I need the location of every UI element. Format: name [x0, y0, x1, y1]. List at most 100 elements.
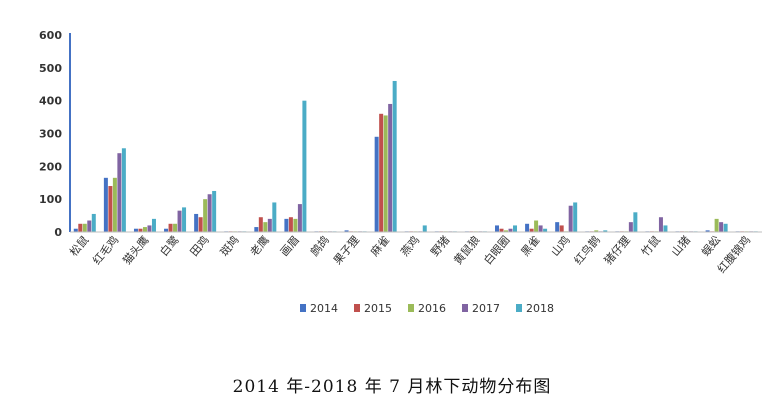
bar-2016-1: [82, 223, 87, 232]
x-tick-label: 燕鸡: [397, 233, 422, 259]
legend-label-2015: 2015: [364, 302, 392, 315]
bar-2014-1: [73, 228, 78, 232]
bar-2018-19: [633, 212, 638, 232]
x-tick-label: 野猪: [428, 234, 452, 259]
x-tick-label: 红鸟鹊: [571, 233, 603, 267]
bar-2018-3: [151, 218, 156, 232]
bar-2017-22: [719, 222, 724, 232]
bar-2014-2: [103, 177, 108, 232]
bar-2018-4: [182, 207, 187, 233]
bar-2016-5: [203, 199, 208, 232]
x-tick-label: 猪仔狸: [602, 234, 633, 268]
bar-2015-5: [198, 217, 203, 232]
bar-2014-10: [344, 230, 349, 232]
legend-swatch-2018: [516, 304, 522, 312]
bar-2016-16: [534, 220, 539, 232]
bar-2018-16: [543, 228, 548, 232]
bar-2014-17: [555, 222, 560, 232]
bar-2015-8: [288, 217, 293, 232]
bar-2018-20: [663, 225, 668, 232]
x-tick-label: 山鸡: [548, 233, 573, 259]
legend-label-2018: 2018: [526, 302, 554, 315]
y-axis: 0 100 200 300 400 500 600: [39, 29, 71, 239]
bar-2015-11: [379, 113, 384, 232]
bar-2016-15: [504, 230, 509, 232]
bar-2017-19: [628, 222, 633, 232]
bar-2015-17: [559, 225, 564, 232]
bar-2017-11: [388, 103, 393, 232]
bar-2015-4: [168, 223, 173, 232]
bar-2018-12: [422, 225, 427, 232]
legend-swatch-2016: [408, 304, 414, 312]
legend: 2014 2015 2016 2017 2018: [300, 302, 554, 315]
x-tick-label: 田鸡: [187, 233, 212, 259]
bar-2017-16: [538, 225, 543, 232]
legend-swatch-2015: [354, 304, 360, 312]
bar-2018-15: [513, 225, 518, 232]
x-tick-label: 白鹭: [157, 233, 182, 259]
bar-2014-22: [705, 230, 710, 232]
y-tick-label: 100: [39, 193, 62, 206]
bar-2014-16: [525, 223, 530, 232]
bar-2018-2: [121, 148, 126, 232]
bar-2015-16: [529, 228, 534, 232]
bar-2018-5: [212, 190, 217, 232]
bar-2016-11: [383, 115, 388, 232]
bar-2015-3: [138, 228, 143, 232]
bar-2017-2: [117, 153, 122, 232]
bar-2014-7: [254, 227, 259, 232]
x-tick-label: 蜈蚣: [699, 234, 723, 259]
y-tick-label: 600: [39, 29, 62, 42]
y-tick-label: 200: [39, 160, 62, 173]
bar-2014-3: [133, 228, 138, 232]
y-tick-label: 400: [39, 95, 62, 108]
legend-label-2014: 2014: [310, 302, 338, 315]
bar-2018-11: [392, 80, 397, 232]
y-tick-label: 500: [39, 62, 62, 75]
x-tick-label: 鹧鸪: [307, 233, 332, 259]
bar-2017-5: [207, 194, 212, 232]
bar-2017-7: [267, 218, 272, 232]
legend-label-2017: 2017: [472, 302, 500, 315]
bar-2017-17: [568, 205, 573, 232]
x-tick-label: 红毛鸡: [89, 233, 121, 267]
x-tick-label: 黑雀: [519, 234, 543, 259]
bar-2018-7: [272, 202, 277, 232]
bar-2018-22: [723, 223, 728, 232]
bar-2017-4: [177, 210, 182, 232]
x-tick-label: 老鹰: [247, 233, 272, 259]
bar-2015-2: [108, 186, 113, 232]
bar-2016-8: [293, 218, 298, 232]
bar-2016-4: [173, 223, 178, 232]
bar-2014-11: [374, 136, 379, 232]
bar-2017-15: [508, 228, 513, 232]
x-tick-label: 果子狸: [331, 234, 362, 268]
plot-area: [73, 80, 758, 233]
bar-2015-1: [78, 223, 83, 232]
x-tick-label: 斑鸠: [217, 233, 242, 259]
x-tick-label: 松鼠: [66, 233, 91, 259]
y-tick-label: 0: [54, 226, 62, 239]
bar-2014-5: [194, 213, 199, 232]
bar-2014-15: [495, 225, 500, 232]
bar-2017-8: [297, 204, 302, 232]
bar-2016-7: [263, 222, 268, 232]
legend-swatch-2014: [300, 304, 306, 312]
figure-caption: 2014 年-2018 年 7 月林下动物分布图: [232, 377, 552, 397]
x-tick-label: 黄鼠狼: [451, 233, 483, 267]
x-tick-label: 画眉: [278, 234, 302, 259]
x-tick-label: 山猪: [669, 234, 693, 259]
x-tick-label: 麻雀: [367, 233, 392, 259]
bar-2016-22: [714, 218, 719, 232]
x-tick-label: 白眼圈: [481, 233, 513, 267]
x-tick-label: 红腹锦鸡: [714, 233, 753, 276]
y-tick-label: 300: [39, 128, 62, 141]
bar-2015-7: [258, 217, 263, 232]
bar-2018-1: [91, 213, 96, 232]
bar-2018-18: [603, 230, 608, 232]
bar-2017-20: [658, 217, 663, 232]
bar-2018-8: [302, 100, 307, 232]
bar-2016-2: [112, 177, 117, 232]
